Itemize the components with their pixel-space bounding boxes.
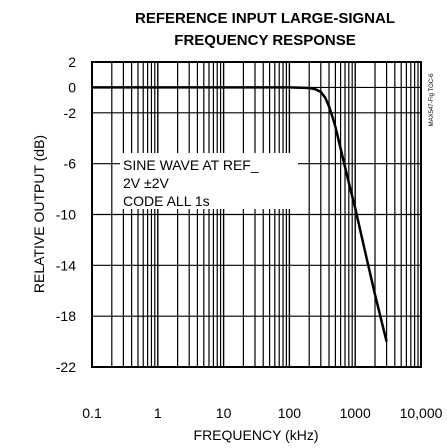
y-tick-label: -18 (56, 308, 76, 324)
y-tick-label: 2 (68, 54, 76, 70)
x-tick-label: 1 (154, 405, 162, 421)
x-tick-label: 100 (278, 405, 302, 421)
y-tick-label: -14 (56, 257, 76, 273)
y-tick-label: -10 (56, 207, 76, 223)
x-axis-label: FREQUENCY (kHz) (194, 427, 319, 443)
response-curve (92, 86, 388, 342)
chart-title-line1: REFERENCE INPUT LARGE-SIGNAL (135, 10, 395, 27)
y-tick-label: 0 (68, 79, 76, 95)
chart-title-line2: FREQUENCY RESPONSE (174, 32, 355, 49)
y-tick-label: -6 (64, 156, 77, 172)
figure-id: MAX547-Fig TOC-6 (429, 73, 435, 126)
annotation-background (120, 153, 298, 209)
plot-frame (91, 61, 422, 368)
y-tick-label: -2 (64, 105, 77, 121)
x-tick-label: 10 (216, 405, 232, 421)
annotation-line-2: 2V ±2V (123, 175, 169, 191)
x-tick-label: 0.1 (82, 405, 102, 421)
tick-labels: 2 0 -2 -6 -10 -14 -18 -22 0.1 1 10 100 1000 10,000 (56, 54, 443, 421)
y-tick-label: -22 (56, 359, 76, 375)
plot-grid (92, 62, 421, 367)
x-tick-label: 10,000 (400, 405, 443, 421)
x-tick-label: 1000 (340, 405, 371, 421)
annotation-line-3: CODE ALL 1s (123, 193, 210, 209)
annotation-line-1: SINE WAVE AT REF_ (123, 157, 259, 173)
y-axis-label: RELATIVE OUTPUT (dB) (31, 135, 47, 293)
